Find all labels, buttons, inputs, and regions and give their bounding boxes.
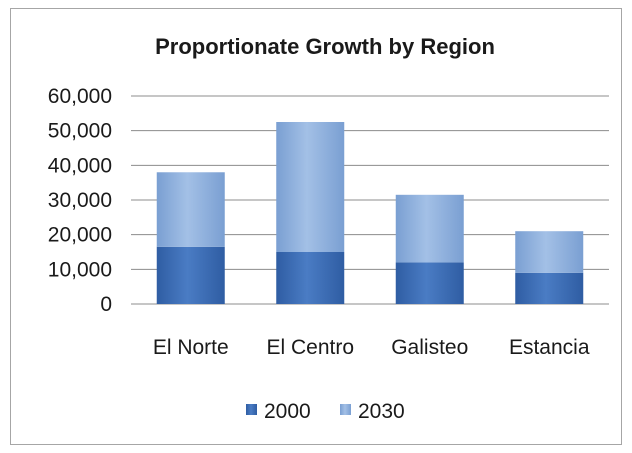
legend-swatch-2030 (340, 404, 351, 415)
bar-2000-el-centro (276, 252, 345, 304)
legend-label-2000: 2000 (264, 400, 311, 423)
x-axis-category-labels: El Norte El Centro Galisteo Estancia (153, 336, 590, 359)
y-tick-label: 10,000 (48, 258, 112, 281)
x-category-label: Estancia (509, 336, 590, 359)
legend-label-2030: 2030 (358, 400, 405, 423)
bar-2000-el-norte (156, 246, 225, 304)
y-tick-label: 50,000 (48, 120, 112, 143)
x-category-label: El Centro (266, 336, 354, 359)
bar-2000-galisteo (395, 262, 464, 304)
bars (156, 122, 584, 304)
x-category-label: Galisteo (391, 336, 468, 359)
chart-title: Proportionate Growth by Region (155, 34, 495, 59)
bar-2030-estancia (515, 231, 584, 273)
y-tick-label: 40,000 (48, 154, 112, 177)
y-tick-label: 60,000 (48, 85, 112, 108)
x-category-label: El Norte (153, 336, 229, 359)
y-tick-label: 30,000 (48, 189, 112, 212)
bar-2000-estancia (515, 272, 584, 304)
y-tick-label: 0 (100, 293, 112, 316)
bar-2030-el-centro (276, 122, 345, 252)
bar-2030-el-norte (156, 172, 225, 247)
legend: 2000 2030 (246, 400, 405, 423)
bar-2030-galisteo (395, 194, 464, 263)
y-tick-label: 20,000 (48, 224, 112, 247)
legend-swatch-2000 (246, 404, 257, 415)
y-axis-tick-labels: 0 10,000 20,000 30,000 40,000 50,000 60,000 (48, 85, 112, 316)
